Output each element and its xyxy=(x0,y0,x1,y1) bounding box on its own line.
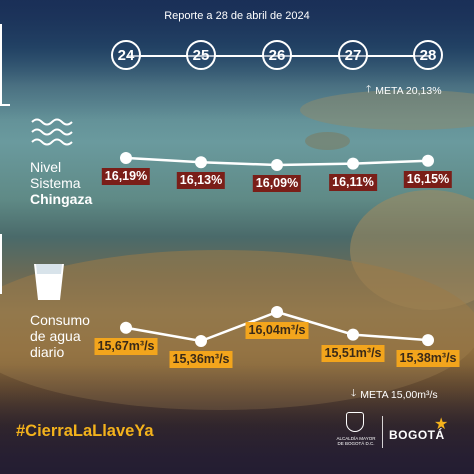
left-tick-top xyxy=(0,104,10,106)
consumption-point-25 xyxy=(195,335,207,347)
left-rule-top xyxy=(0,24,2,104)
level-value-label-26: 16,09% xyxy=(252,175,302,192)
logo-separator xyxy=(382,416,383,448)
logos: ALCALDÍA MAYOR DE BOGOTÁ D.C. BOGOTÁ ★ xyxy=(336,412,462,454)
crest-icon xyxy=(346,412,364,432)
consumption-target-label: META 15,00m³/s xyxy=(360,388,438,401)
consumption-value-label-26: 16,04m³/s xyxy=(245,322,309,339)
star-icon: ★ xyxy=(434,416,449,433)
consumption-target: 🡓 META 15,00m³/s xyxy=(351,386,438,403)
report-date: Reporte a 28 de abril de 2024 xyxy=(164,10,310,22)
consumption-value-label-25: 15,36m³/s xyxy=(169,351,233,368)
day-24: 24 xyxy=(111,40,141,70)
level-target: 🡑 META 20,13% xyxy=(366,82,442,99)
level-title-line3: Chingaza xyxy=(30,191,93,207)
water-waves-icon xyxy=(31,118,73,146)
level-value-label-27: 16,11% xyxy=(329,173,377,191)
arrow-up-icon: 🡑 xyxy=(366,84,372,95)
alcaldia-line2: DE BOGOTÁ D.C. xyxy=(337,441,375,446)
left-rule-middle xyxy=(0,234,2,294)
consumption-title: Consumo de agua diario xyxy=(30,312,90,360)
consumption-value-label-27: 15,51m³/s xyxy=(321,344,385,362)
consumption-title-line3: diario xyxy=(30,344,65,360)
level-title-line1: Nivel xyxy=(30,159,62,175)
level-point-27 xyxy=(347,157,359,170)
consumption-point-28 xyxy=(422,334,434,347)
arrow-down-icon: 🡓 xyxy=(351,388,357,399)
reservoir-island xyxy=(305,132,350,150)
bogota-logo: BOGOTÁ xyxy=(389,428,445,442)
level-point-24 xyxy=(120,152,132,164)
hashtag: #CierraLaLlaveYa xyxy=(16,422,154,440)
bottom-shade xyxy=(0,364,474,474)
consumption-point-24 xyxy=(120,321,132,334)
consumption-value-label-24: 15,67m³/s xyxy=(94,337,158,355)
level-point-25 xyxy=(195,156,207,169)
level-point-28 xyxy=(422,154,434,167)
level-title-line2: Sistema xyxy=(30,175,81,191)
consumption-title-line2: de agua xyxy=(30,328,81,344)
water-glass-icon xyxy=(34,264,64,300)
alcaldia-text: ALCALDÍA MAYOR DE BOGOTÁ D.C. xyxy=(336,436,376,446)
day-25: 25 xyxy=(186,40,216,70)
alcaldia-line1: ALCALDÍA MAYOR xyxy=(336,436,376,441)
consumption-point-27 xyxy=(347,328,359,341)
level-target-label: META 20,13% xyxy=(375,84,442,97)
level-title: Nivel Sistema Chingaza xyxy=(30,159,92,207)
day-27: 27 xyxy=(338,40,368,70)
consumption-point-26 xyxy=(271,306,283,318)
level-value-label-25: 16,13% xyxy=(176,172,226,190)
reservoir-shore xyxy=(300,90,474,130)
consumption-title-line1: Consumo xyxy=(30,312,90,328)
day-26: 26 xyxy=(262,40,292,70)
level-point-26 xyxy=(271,159,283,171)
level-value-label-28: 16,15% xyxy=(403,170,453,188)
level-value-label-24: 16,19% xyxy=(101,168,151,185)
consumption-value-label-28: 15,38m³/s xyxy=(396,350,460,368)
day-28: 28 xyxy=(413,40,443,70)
